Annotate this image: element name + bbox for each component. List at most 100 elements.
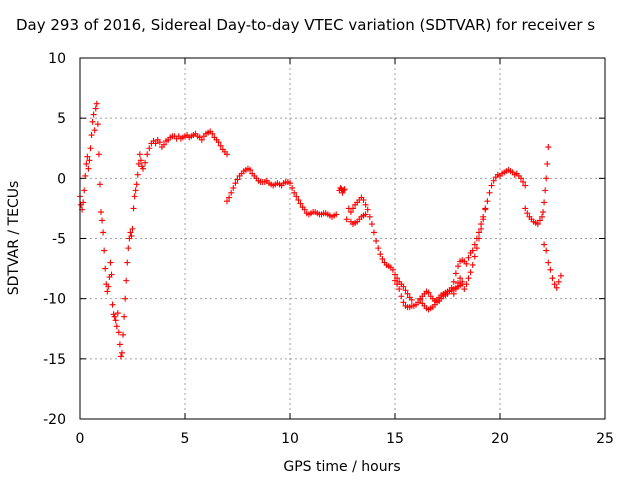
data-point [98, 209, 104, 216]
data-point [215, 139, 222, 146]
data-point [137, 157, 144, 164]
data-point [87, 145, 94, 152]
data-point [301, 206, 308, 213]
data-point [224, 151, 230, 158]
data-point [337, 184, 344, 191]
data-point [156, 139, 163, 146]
data-point [107, 259, 114, 266]
x-tick-label: 15 [386, 431, 404, 447]
x-tick-label: 10 [281, 431, 299, 447]
data-point [520, 178, 527, 185]
data-point [88, 132, 95, 139]
data-point [347, 209, 354, 216]
data-point [425, 289, 432, 296]
data-point [128, 233, 135, 240]
data-point [333, 211, 340, 218]
data-point [287, 180, 293, 187]
chart-title: Day 293 of 2016, Sidereal Day-to-day VTE… [16, 16, 595, 34]
data-point [536, 217, 543, 224]
data-point [360, 196, 367, 203]
data-point [341, 186, 348, 193]
y-tick-label: 10 [48, 51, 66, 67]
data-point [108, 271, 115, 278]
data-point [96, 181, 103, 188]
data-point [541, 199, 548, 206]
data-point [366, 213, 373, 220]
data-point [469, 261, 476, 268]
data-point [116, 341, 123, 348]
data-point [297, 200, 304, 207]
data-point [467, 269, 474, 276]
data-point [293, 193, 300, 200]
data-point [83, 160, 90, 167]
data-point [84, 153, 91, 160]
data-point [534, 221, 541, 228]
data-point [224, 198, 230, 205]
data-point [402, 287, 409, 294]
data-point [539, 213, 545, 220]
data-point [547, 266, 554, 273]
x-axis-label: GPS time / hours [283, 459, 400, 475]
data-point [350, 205, 356, 212]
data-point [465, 254, 472, 261]
data-point [463, 281, 470, 288]
data-point [91, 127, 98, 134]
data-point [450, 290, 457, 297]
data-point [553, 284, 560, 291]
data-point [400, 299, 407, 306]
data-point [375, 245, 382, 252]
data-point [545, 144, 552, 151]
data-point [471, 241, 478, 248]
data-point [448, 284, 455, 291]
data-point [90, 111, 97, 118]
data-point [232, 180, 239, 187]
data-point [551, 281, 558, 288]
data-point [129, 225, 136, 232]
data-point [488, 182, 495, 189]
axis-ticks: 0 5 10 15 20 25 10 5 0 -5 -10 -15 -20 [43, 51, 614, 447]
data-point [100, 229, 107, 236]
data-point [122, 295, 129, 302]
data-point [379, 255, 386, 262]
data-point [102, 265, 109, 272]
grid-lines [80, 58, 605, 419]
data-point [289, 184, 296, 191]
data-point [545, 259, 552, 266]
data-point [522, 182, 529, 189]
data-point [476, 229, 482, 236]
data-point [450, 278, 457, 285]
data-point [121, 313, 128, 320]
data-point [80, 199, 87, 206]
data-point [115, 329, 122, 336]
y-axis-label: SDTVAR / TECUs [6, 181, 22, 296]
data-point [389, 266, 396, 273]
plot-frame [79, 57, 606, 420]
data-point [452, 270, 459, 277]
data-point [234, 176, 241, 183]
data-point [394, 281, 401, 288]
data-point [396, 286, 403, 293]
data-point [131, 193, 138, 200]
data-point [455, 263, 461, 270]
data-point [95, 151, 102, 158]
data-point [544, 160, 551, 167]
y-tick-label: -10 [43, 292, 66, 308]
data-point [543, 175, 550, 182]
data-point [217, 142, 224, 149]
data-point [111, 313, 118, 320]
data-point [555, 278, 562, 285]
data-point [542, 187, 549, 194]
data-point [109, 301, 116, 308]
x-tick-label: 20 [491, 431, 509, 447]
data-point [85, 165, 92, 172]
data-point [247, 166, 254, 173]
data-point [125, 245, 132, 252]
data-point [524, 210, 531, 217]
data-point [457, 275, 464, 282]
x-tick-label: 0 [76, 431, 85, 447]
data-point [161, 141, 167, 148]
data-point [373, 237, 380, 244]
data-point [364, 206, 371, 213]
data-point [101, 247, 108, 254]
